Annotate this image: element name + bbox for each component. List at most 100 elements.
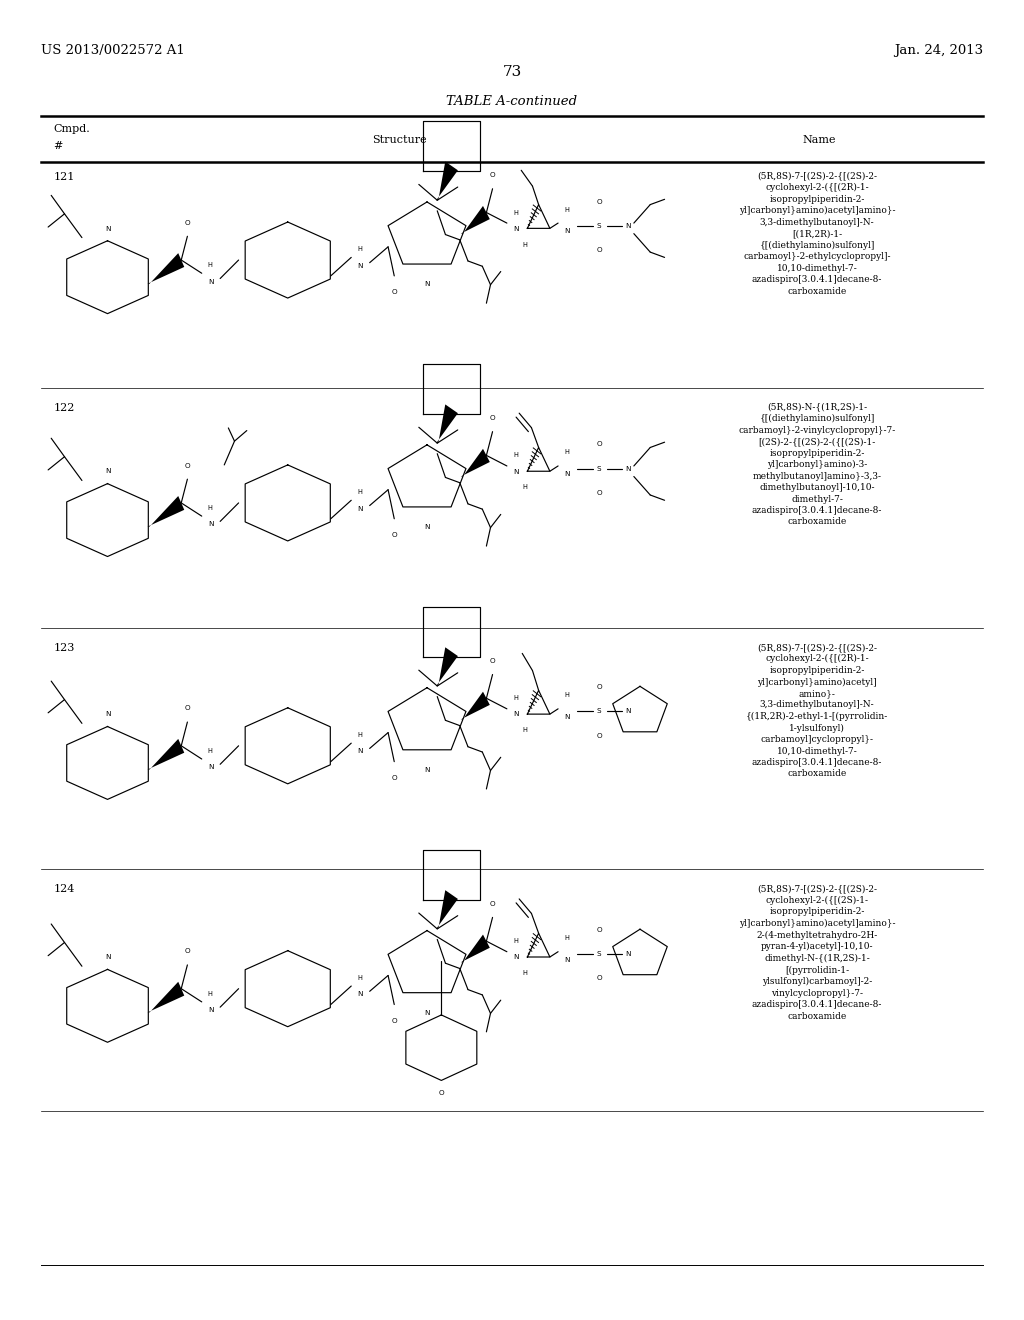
Text: N: N xyxy=(625,952,631,957)
Text: TABLE A-continued: TABLE A-continued xyxy=(446,95,578,108)
Text: N: N xyxy=(208,764,213,771)
Text: O: O xyxy=(184,219,190,226)
Text: H: H xyxy=(564,935,569,941)
Text: N: N xyxy=(104,711,111,717)
Text: N: N xyxy=(208,521,213,528)
Text: H: H xyxy=(513,210,518,215)
Text: N: N xyxy=(104,469,111,474)
Text: US 2013/0022572 A1: US 2013/0022572 A1 xyxy=(41,44,184,57)
Text: N: N xyxy=(104,226,111,231)
Text: H: H xyxy=(564,206,569,213)
Text: H: H xyxy=(523,970,527,977)
Text: (5R,8S)-7-[(2S)-2-{[(2S)-2-
cyclohexyl-2-({[(2R)-1-
isopropylpiperidin-2-
yl]car: (5R,8S)-7-[(2S)-2-{[(2S)-2- cyclohexyl-2… xyxy=(746,643,888,779)
Text: Jan. 24, 2013: Jan. 24, 2013 xyxy=(894,44,983,57)
Text: O: O xyxy=(184,948,190,954)
Text: Name: Name xyxy=(803,135,836,145)
Polygon shape xyxy=(436,404,458,444)
Text: O: O xyxy=(391,289,397,296)
Text: N: N xyxy=(564,714,569,721)
Text: H: H xyxy=(523,727,527,734)
Text: H: H xyxy=(357,733,362,738)
Text: N: N xyxy=(513,954,518,961)
Text: 122: 122 xyxy=(53,403,75,413)
Text: H: H xyxy=(523,484,527,491)
Text: O: O xyxy=(596,490,602,496)
Text: O: O xyxy=(184,705,190,711)
Text: S: S xyxy=(597,952,601,957)
Text: O: O xyxy=(391,532,397,539)
Text: O: O xyxy=(391,1018,397,1024)
Text: (5R,8S)-N-{(1R,2S)-1-
{[(diethylamino)sulfonyl]
carbamoyl}-2-vinylcyclopropyl}-7: (5R,8S)-N-{(1R,2S)-1- {[(diethylamino)su… xyxy=(738,403,896,527)
Text: N: N xyxy=(625,466,631,471)
Text: S: S xyxy=(597,223,601,228)
Text: N: N xyxy=(424,524,430,531)
Text: H: H xyxy=(208,506,213,511)
Polygon shape xyxy=(147,496,184,527)
Text: O: O xyxy=(596,975,602,982)
Text: O: O xyxy=(391,775,397,781)
Text: 123: 123 xyxy=(53,643,75,653)
Polygon shape xyxy=(147,982,184,1012)
Text: H: H xyxy=(513,696,518,701)
Text: O: O xyxy=(489,172,496,178)
Polygon shape xyxy=(461,449,489,477)
Text: N: N xyxy=(357,263,362,269)
Text: N: N xyxy=(357,748,362,755)
Text: O: O xyxy=(596,733,602,739)
Text: H: H xyxy=(513,939,518,944)
Text: (5R,8S)-7-[(2S)-2-{[(2S)-2-
cyclohexyl-2-({[(2R)-1-
isopropylpiperidin-2-
yl]car: (5R,8S)-7-[(2S)-2-{[(2S)-2- cyclohexyl-2… xyxy=(739,172,895,296)
Text: (5R,8S)-7-[(2S)-2-{[(2S)-2-
cyclohexyl-2-({[(2S)-1-
isopropylpiperidin-2-
yl]car: (5R,8S)-7-[(2S)-2-{[(2S)-2- cyclohexyl-2… xyxy=(739,884,895,1020)
Text: N: N xyxy=(357,991,362,998)
Text: 73: 73 xyxy=(503,65,521,79)
Text: N: N xyxy=(625,709,631,714)
Text: H: H xyxy=(357,490,362,495)
Text: N: N xyxy=(104,954,111,960)
Text: N: N xyxy=(625,223,631,228)
Text: N: N xyxy=(357,506,362,512)
Text: N: N xyxy=(513,711,518,718)
Text: H: H xyxy=(564,449,569,455)
Text: H: H xyxy=(564,692,569,698)
Text: 121: 121 xyxy=(53,172,75,182)
Polygon shape xyxy=(461,206,489,234)
Text: N: N xyxy=(564,471,569,478)
Polygon shape xyxy=(436,161,458,201)
Text: 124: 124 xyxy=(53,884,75,895)
Text: S: S xyxy=(597,709,601,714)
Text: S: S xyxy=(597,466,601,471)
Text: N: N xyxy=(424,767,430,774)
Text: H: H xyxy=(208,991,213,997)
Text: O: O xyxy=(596,684,602,690)
Text: O: O xyxy=(438,1090,444,1096)
Text: N: N xyxy=(208,1007,213,1014)
Text: H: H xyxy=(357,247,362,252)
Text: O: O xyxy=(596,927,602,933)
Polygon shape xyxy=(461,692,489,719)
Text: O: O xyxy=(489,900,496,907)
Text: O: O xyxy=(596,441,602,447)
Text: Structure: Structure xyxy=(372,135,427,145)
Polygon shape xyxy=(461,935,489,962)
Polygon shape xyxy=(436,890,458,929)
Text: H: H xyxy=(208,748,213,754)
Text: O: O xyxy=(489,657,496,664)
Text: H: H xyxy=(513,453,518,458)
Text: H: H xyxy=(357,975,362,981)
Text: N: N xyxy=(424,1010,430,1016)
Polygon shape xyxy=(147,739,184,770)
Text: N: N xyxy=(424,281,430,288)
Text: N: N xyxy=(513,226,518,232)
Text: H: H xyxy=(523,242,527,248)
Text: O: O xyxy=(596,198,602,205)
Polygon shape xyxy=(436,647,458,686)
Text: N: N xyxy=(564,228,569,235)
Text: N: N xyxy=(564,957,569,964)
Text: N: N xyxy=(513,469,518,475)
Text: H: H xyxy=(208,263,213,268)
Text: O: O xyxy=(596,247,602,253)
Text: N: N xyxy=(208,279,213,285)
Text: #: # xyxy=(53,141,62,152)
Text: O: O xyxy=(184,462,190,469)
Polygon shape xyxy=(147,253,184,284)
Text: O: O xyxy=(489,414,496,421)
